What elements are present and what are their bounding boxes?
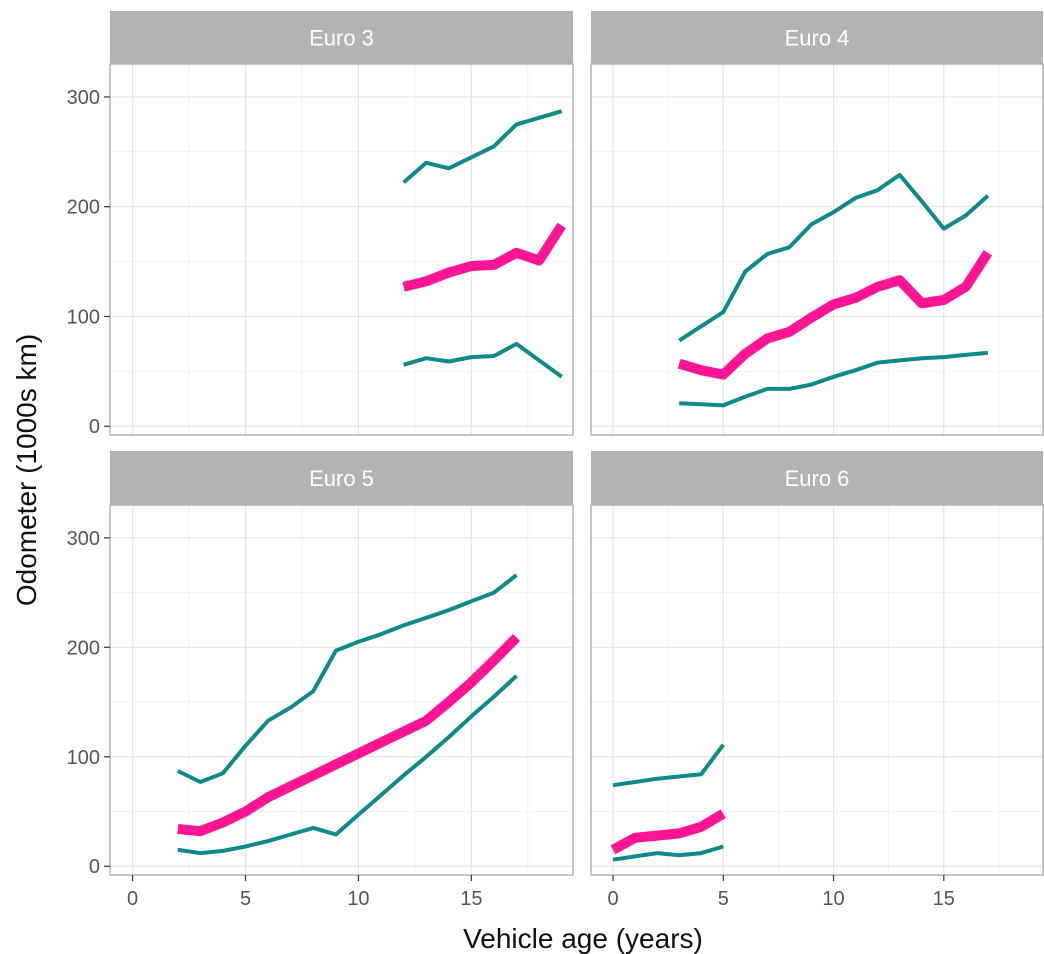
x-tick-label: 10 — [347, 888, 369, 910]
panel-background — [110, 505, 573, 875]
panel-border — [590, 63, 1044, 436]
facet-strip-label: Euro 4 — [785, 26, 850, 51]
y-tick-label: 100 — [67, 747, 100, 769]
facet-strip — [591, 11, 1043, 64]
y-tick-label: 300 — [67, 87, 100, 109]
panel-border — [109, 63, 574, 436]
panel-background — [110, 64, 573, 435]
x-tick-label: 10 — [822, 888, 844, 910]
x-tick-label: 15 — [933, 888, 955, 910]
series-line-median — [177, 633, 521, 837]
x-tick-label: 5 — [718, 888, 729, 910]
panel-background — [591, 64, 1043, 435]
x-tick-label: 5 — [240, 888, 251, 910]
facet-panel-4: Euro 6 0 5 10 15 — [590, 451, 1044, 910]
x-tick-label: 15 — [460, 888, 482, 910]
series-line-median — [610, 809, 726, 855]
panel-border — [590, 504, 1044, 876]
series-line-upper — [612, 743, 725, 788]
facet-strip — [110, 11, 573, 64]
x-axis-title: Vehicle age (years) — [463, 923, 703, 954]
series-line-lower — [403, 341, 563, 379]
series-line-lower — [612, 844, 724, 862]
series-line-lower — [679, 350, 989, 408]
series-line-median — [402, 222, 566, 292]
x-tick-label: 0 — [127, 888, 138, 910]
facet-panel-3: Euro 5 0 100 200 300 0 5 10 15 — [67, 451, 574, 910]
series-line-upper — [402, 109, 563, 185]
y-tick-label: 0 — [89, 416, 100, 438]
facet-strip — [110, 451, 573, 505]
facet-panel-1: Euro 3 0 100 200 300 — [67, 11, 574, 438]
facet-panel-2: Euro 4 — [590, 11, 1044, 436]
y-tick-label: 300 — [67, 528, 100, 550]
y-axis-title: Odometer (1000s km) — [11, 334, 42, 606]
facet-strip — [591, 451, 1043, 505]
y-tick-label: 100 — [67, 306, 100, 328]
y-tick-label: 0 — [89, 856, 100, 878]
series-line-upper — [176, 573, 518, 784]
facet-strip-label: Euro 6 — [785, 466, 850, 491]
panel-background — [591, 505, 1043, 875]
series-line-upper — [678, 172, 990, 343]
panel-border — [109, 504, 574, 876]
x-tick-label: 0 — [607, 888, 618, 910]
y-tick-label: 200 — [67, 197, 100, 219]
y-tick-label: 200 — [67, 637, 100, 659]
facet-strip-label: Euro 5 — [309, 466, 374, 491]
facet-strip-label: Euro 3 — [309, 26, 374, 51]
series-line-median — [677, 250, 993, 380]
series-line-lower — [177, 674, 518, 856]
